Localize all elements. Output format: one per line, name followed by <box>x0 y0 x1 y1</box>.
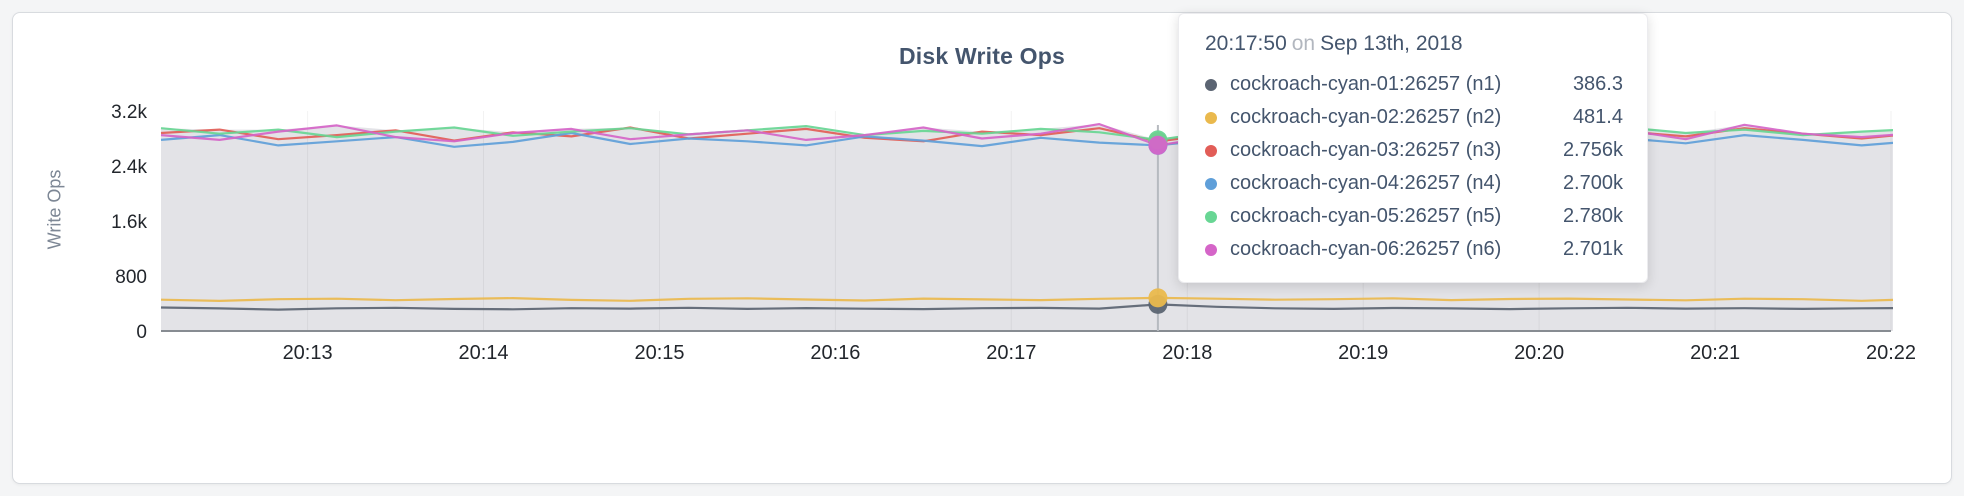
series-line-n2[interactable] <box>160 296 1920 302</box>
x-tick-label: 20:14 <box>458 342 508 364</box>
series-name: cockroach-cyan-03:26257 (n3) <box>1230 139 1502 161</box>
tooltip: 20:17:50 on Sep 13th, 2018 cockroach-cyan-… <box>1178 13 1648 283</box>
series-value: 386.3 <box>1572 73 1623 95</box>
series-name: cockroach-cyan-04:26257 (n4) <box>1230 172 1502 194</box>
series-value: 2.701k <box>1562 238 1623 260</box>
tooltip-time: 20:17:50 <box>1205 32 1287 55</box>
x-tick-label: 20:15 <box>634 342 684 364</box>
series-name: cockroach-cyan-05:26257 (n5) <box>1230 205 1502 227</box>
tooltip-date: Sep 13th, 2018 <box>1320 32 1463 55</box>
tooltip-rows: cockroach-cyan-01:26257 (n1) 386.3 cockroa… <box>1203 68 1623 266</box>
x-tick-label: 20:19 <box>1338 342 1388 364</box>
x-tick-label: 20:18 <box>1162 342 1212 364</box>
x-tick-label: 20:16 <box>810 342 860 364</box>
x-tick-label: 20:22 <box>1866 342 1916 364</box>
series-color-dot <box>1205 243 1217 256</box>
series-value: 2.756k <box>1562 139 1623 161</box>
series-value: 2.780k <box>1562 205 1623 227</box>
chart-title: Disk Write Ops <box>899 43 1065 69</box>
y-tick-label: 2.4k <box>111 157 147 178</box>
y-tick-label: 3.2k <box>111 102 147 123</box>
series-color-dot <box>1205 177 1217 190</box>
chart-card: Disk Write Ops Write Ops 0 800 1.6k 2.4k 3.2… <box>12 12 1952 484</box>
series-name: cockroach-cyan-02:26257 (n2) <box>1230 106 1502 128</box>
series-color-dot <box>1205 111 1217 124</box>
series-color-dot <box>1205 210 1217 223</box>
tooltip-connector: on <box>1291 32 1316 55</box>
series-value: 2.700k <box>1562 172 1623 194</box>
tooltip-series-row: cockroach-cyan-02:26257 (n2) 481.4 <box>1203 101 1623 134</box>
tooltip-header: 20:17:50 on Sep 13th, 2018 <box>1205 32 1623 56</box>
tooltip-series-row: cockroach-cyan-03:26257 (n3) 2.756k <box>1203 134 1623 167</box>
chart-svg[interactable]: 0 800 1.6k 2.4k 3.2k 20:13 20:14 20:15 20:16 20:1… <box>13 13 1953 485</box>
series-color-dot <box>1205 144 1217 157</box>
x-tick-label: 20:20 <box>1514 342 1564 364</box>
series-name: cockroach-cyan-01:26257 (n1) <box>1230 73 1502 95</box>
y-tick-label: 0 <box>136 322 147 343</box>
x-tick-label: 20:17 <box>986 342 1036 364</box>
y-tick-label: 800 <box>115 267 147 288</box>
series-line-n1[interactable] <box>160 303 1920 311</box>
hover-dot-n2 <box>1148 288 1168 308</box>
x-tick-label: 20:13 <box>283 342 333 364</box>
series-color-dot <box>1205 78 1217 91</box>
tooltip-series-row: cockroach-cyan-05:26257 (n5) 2.780k <box>1203 200 1623 233</box>
tooltip-series-row: cockroach-cyan-04:26257 (n4) 2.700k <box>1203 167 1623 200</box>
series-value: 481.4 <box>1572 106 1623 128</box>
y-tick-label: 1.6k <box>111 212 147 233</box>
tooltip-series-row: cockroach-cyan-06:26257 (n6) 2.701k <box>1203 233 1623 266</box>
hover-dot-n6 <box>1148 135 1168 155</box>
tooltip-series-row: cockroach-cyan-01:26257 (n1) 386.3 <box>1203 68 1623 101</box>
x-tick-label: 20:21 <box>1690 342 1740 364</box>
series-name: cockroach-cyan-06:26257 (n6) <box>1230 238 1502 260</box>
